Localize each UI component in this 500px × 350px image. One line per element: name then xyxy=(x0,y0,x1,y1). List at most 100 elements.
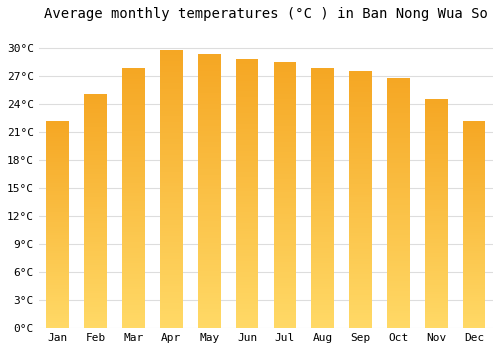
Bar xyxy=(198,202,220,205)
Bar xyxy=(46,181,69,183)
Bar xyxy=(46,189,69,191)
Bar xyxy=(312,110,334,112)
Bar xyxy=(84,232,107,235)
Bar xyxy=(425,161,448,163)
Bar xyxy=(274,179,296,182)
Bar xyxy=(312,193,334,196)
Bar xyxy=(122,193,145,196)
Bar xyxy=(160,219,182,222)
Bar xyxy=(312,315,334,318)
Bar xyxy=(84,150,107,153)
Bar xyxy=(274,299,296,302)
Bar xyxy=(274,315,296,317)
Bar xyxy=(349,223,372,225)
Bar xyxy=(160,250,182,253)
Bar xyxy=(425,108,448,111)
Bar xyxy=(160,164,182,167)
Bar xyxy=(84,300,107,302)
Bar xyxy=(387,236,410,238)
Bar xyxy=(349,182,372,184)
Bar xyxy=(198,180,220,183)
Bar xyxy=(160,217,182,219)
Bar xyxy=(198,257,220,260)
Bar xyxy=(312,139,334,141)
Bar xyxy=(425,138,448,140)
Bar xyxy=(349,192,372,195)
Bar xyxy=(198,249,220,252)
Bar xyxy=(387,290,410,293)
Bar xyxy=(198,175,220,177)
Bar xyxy=(46,160,69,162)
Bar xyxy=(387,160,410,163)
Bar xyxy=(236,231,258,234)
Bar xyxy=(387,216,410,218)
Bar xyxy=(236,323,258,326)
Bar xyxy=(236,245,258,247)
Bar xyxy=(463,179,485,181)
Bar xyxy=(122,240,145,243)
Bar xyxy=(312,94,334,97)
Bar xyxy=(46,212,69,214)
Bar xyxy=(312,281,334,284)
Bar xyxy=(463,214,485,216)
Bar xyxy=(236,196,258,199)
Bar xyxy=(160,64,182,66)
Bar xyxy=(84,127,107,130)
Bar xyxy=(349,287,372,290)
Bar xyxy=(425,122,448,124)
Bar xyxy=(122,172,145,175)
Bar xyxy=(84,253,107,256)
Bar xyxy=(122,261,145,263)
Bar xyxy=(312,177,334,180)
Bar xyxy=(387,266,410,268)
Bar xyxy=(198,306,220,309)
Bar xyxy=(122,292,145,294)
Bar xyxy=(312,79,334,81)
Bar xyxy=(198,208,220,210)
Bar xyxy=(122,258,145,261)
Bar xyxy=(122,302,145,305)
Bar xyxy=(46,293,69,295)
Bar xyxy=(236,315,258,317)
Bar xyxy=(236,199,258,202)
Bar xyxy=(160,108,182,111)
Bar xyxy=(274,67,296,70)
Bar xyxy=(46,229,69,231)
Bar xyxy=(198,90,220,93)
Bar xyxy=(84,216,107,218)
Bar xyxy=(274,99,296,102)
Bar xyxy=(122,185,145,188)
Bar xyxy=(236,218,258,220)
Bar xyxy=(198,197,220,199)
Bar xyxy=(349,156,372,159)
Bar xyxy=(274,219,296,222)
Bar xyxy=(312,209,334,211)
Bar xyxy=(84,146,107,148)
Bar xyxy=(425,145,448,147)
Bar xyxy=(198,60,220,63)
Bar xyxy=(312,313,334,315)
Bar xyxy=(236,215,258,218)
Bar xyxy=(425,246,448,248)
Bar xyxy=(463,309,485,312)
Bar xyxy=(160,144,182,147)
Bar xyxy=(387,256,410,258)
Bar xyxy=(46,243,69,245)
Bar xyxy=(463,266,485,268)
Bar xyxy=(236,129,258,132)
Bar xyxy=(463,256,485,258)
Bar xyxy=(349,138,372,141)
Bar xyxy=(236,153,258,156)
Bar xyxy=(425,310,448,312)
Bar xyxy=(387,263,410,266)
Bar xyxy=(349,71,372,74)
Bar xyxy=(387,178,410,180)
Bar xyxy=(84,108,107,111)
Bar xyxy=(198,298,220,301)
Bar xyxy=(387,145,410,148)
Bar xyxy=(312,115,334,118)
Bar xyxy=(349,300,372,302)
Bar xyxy=(349,243,372,246)
Bar xyxy=(160,256,182,259)
Bar xyxy=(312,237,334,240)
